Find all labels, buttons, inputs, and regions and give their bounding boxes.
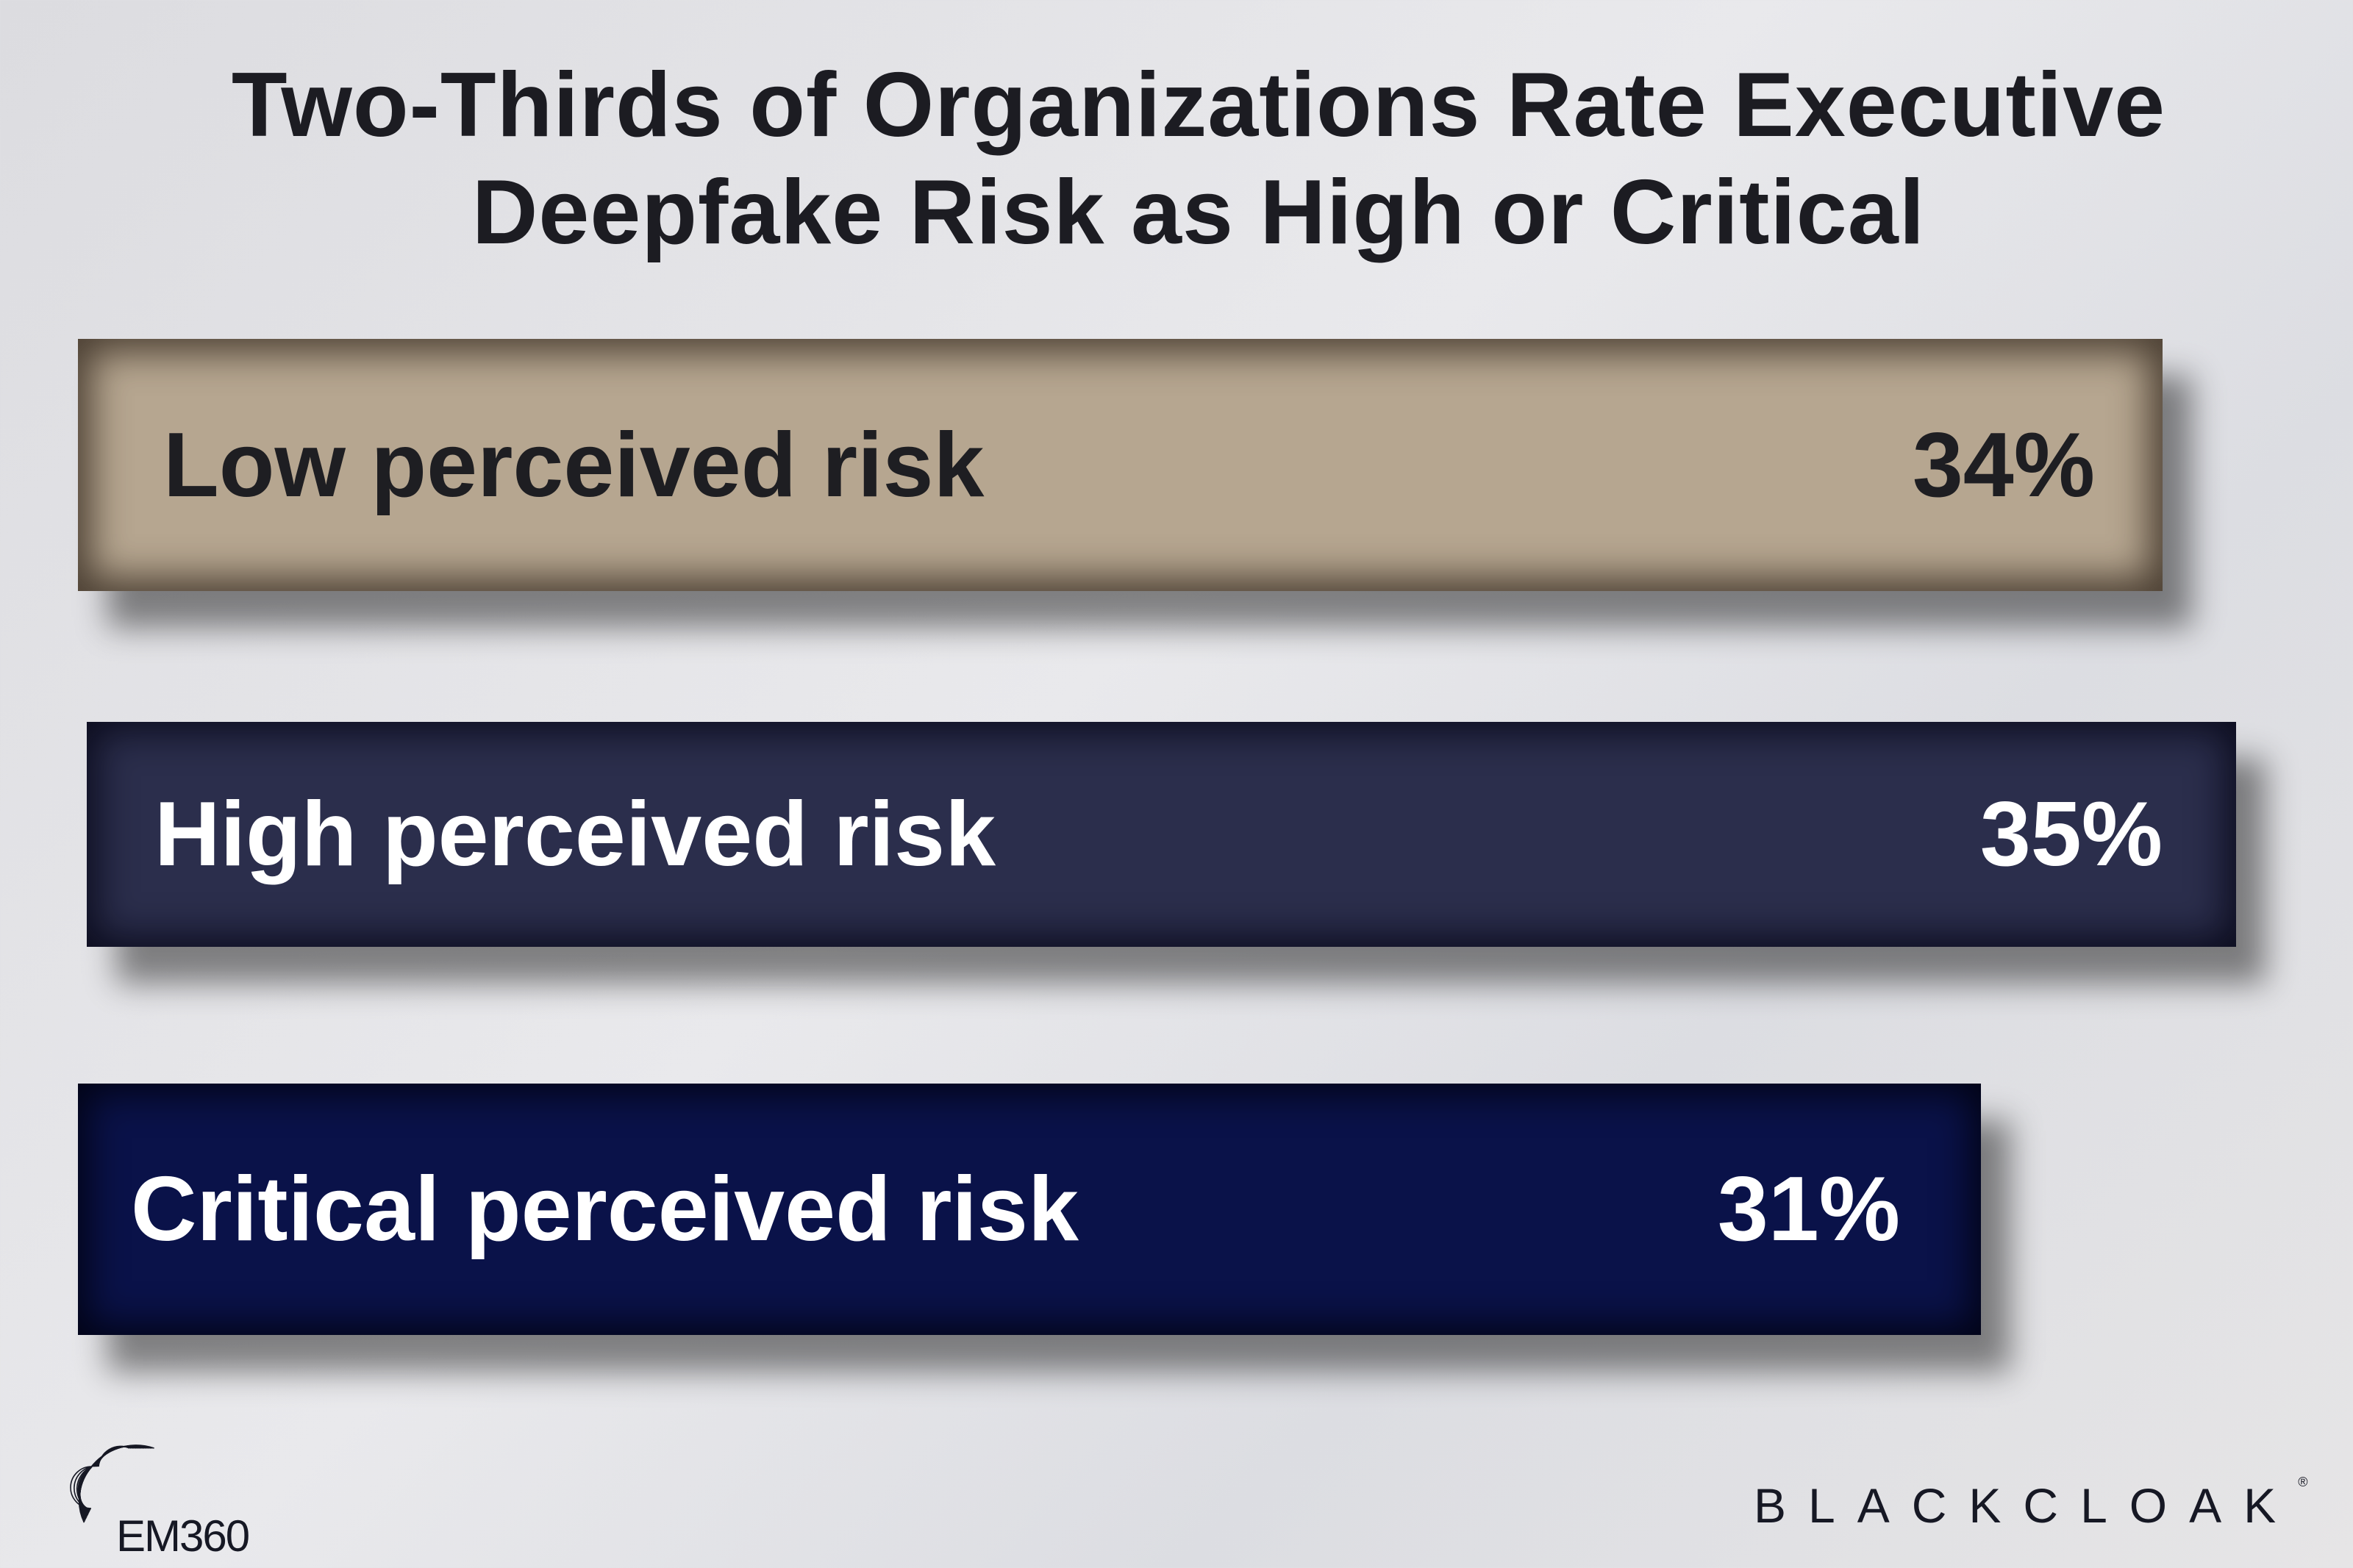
swirl-arc [92, 1445, 151, 1467]
swirl-arc [78, 1466, 93, 1523]
chart-title: Two-Thirds of Organizations Rate Executi… [0, 51, 2353, 266]
em360-logo: EM360 [29, 1397, 279, 1561]
bar-critical-risk: Critical perceived risk 31% [78, 1084, 1981, 1335]
bar-value-low: 34% [1912, 414, 2095, 516]
title-line-1: Two-Thirds of Organizations Rate Executi… [231, 54, 2166, 156]
blackcloak-logo-text: BLACKCLOAK [1754, 1478, 2299, 1533]
swirl-arc [90, 1445, 154, 1467]
em360-logo-text: EM360 [116, 1511, 250, 1561]
bar-label-high: High perceived risk [154, 784, 996, 885]
bar-low-risk: Low perceived risk 34% [78, 339, 2163, 591]
registered-mark: ® [2298, 1475, 2308, 1489]
em360-swirl-icon [70, 1445, 154, 1523]
bar-value-critical: 31% [1717, 1159, 1900, 1260]
swirl-arc [91, 1445, 153, 1467]
blackcloak-logo: BLACKCLOAK® [1754, 1475, 2308, 1533]
bar-label-critical: Critical perceived risk [131, 1159, 1079, 1260]
title-line-2: Deepfake Risk as High or Critical [471, 162, 1926, 263]
bar-label-low: Low perceived risk [163, 414, 985, 516]
bar-value-high: 35% [1979, 784, 2163, 885]
bar-high-risk: High perceived risk 35% [87, 722, 2236, 947]
